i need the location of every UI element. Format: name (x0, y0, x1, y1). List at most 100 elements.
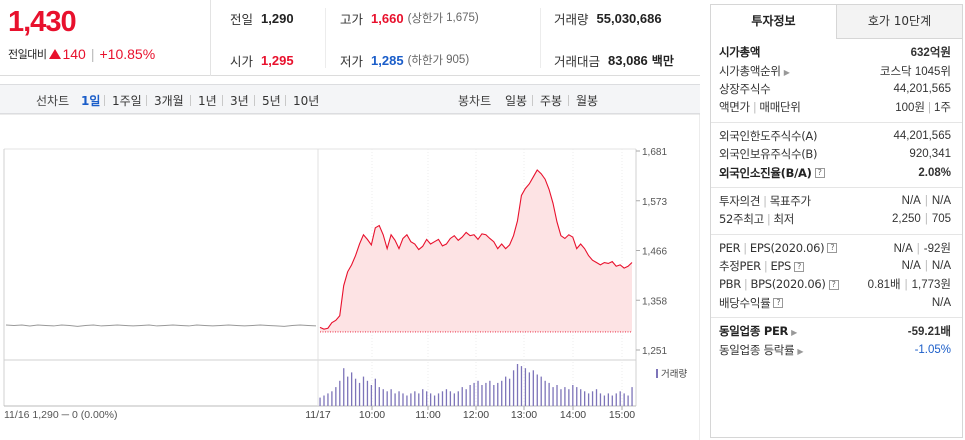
price-stats: 전일 1,290 시가 1,295 고가 1,660 (상한가 1,675) 저… (212, 0, 700, 76)
label: 외국인보유주식수(B) (719, 147, 818, 162)
period-1w[interactable]: 1주일 (112, 94, 142, 108)
period-1y[interactable]: 1년 (198, 94, 217, 108)
x-tick-label: 10:00 (359, 409, 385, 421)
divider: | (924, 213, 928, 226)
volume-bar (595, 389, 598, 406)
tab-orderbook[interactable]: 호가 10단계 (836, 5, 962, 39)
label: 52주최고 | 최저 (719, 211, 892, 227)
value-text: 1주 (934, 102, 951, 115)
volume-bar (548, 382, 550, 406)
candle-weekly[interactable]: 주봉 (540, 94, 563, 108)
value-text: 1,773원 (911, 279, 951, 292)
stat-label: 전일 (230, 11, 254, 27)
label-text: EPS(2020.06) (749, 240, 825, 255)
volume-bar (418, 393, 420, 406)
divider (285, 95, 286, 106)
volume-bar (378, 387, 380, 406)
help-icon[interactable]: ? (773, 298, 784, 309)
divider: | (752, 100, 757, 115)
label-text: PER (719, 240, 741, 255)
value: 920,341 (909, 148, 951, 161)
change-amount: 140 (62, 46, 86, 62)
divider: | (743, 277, 748, 292)
help-icon[interactable]: ? (828, 279, 839, 290)
y-tick-label: 1,573 (642, 197, 667, 208)
volume-bar (445, 389, 448, 406)
volume-bar (615, 393, 617, 406)
volume-bar (426, 391, 428, 406)
label-text: 목표주가 (769, 193, 811, 208)
upper-limit-value: 1,675) (446, 12, 479, 24)
divider: | (766, 212, 771, 227)
label: PBR | BPS(2020.06)? (719, 277, 868, 291)
volume-bar (473, 382, 475, 406)
stat-value: 1,285 (371, 52, 404, 68)
divider (568, 95, 569, 106)
value-text: 100원 (895, 102, 926, 115)
label: 동일업종 PER ▶ (719, 323, 908, 339)
up-triangle-icon (49, 49, 62, 59)
intraday-chart[interactable]: 1,681 1,573 1,466 1,358 1,251 거래량 10:00 11:00 12… (0, 114, 700, 440)
volume-bar (414, 391, 416, 406)
value: N/A | N/A (902, 260, 951, 272)
volume-bar (319, 397, 321, 406)
volume-bar (398, 391, 400, 406)
help-icon[interactable]: ? (827, 243, 838, 254)
volume-bar (599, 393, 602, 406)
label: 투자의견 | 목표주가 (719, 193, 902, 209)
period-10y[interactable]: 10년 (293, 94, 320, 108)
volume-bar (520, 366, 523, 406)
stat-value: 1,660 (371, 10, 404, 26)
panel-tabs: 투자정보 호가 10단계 (711, 5, 962, 39)
y-tick-label: 1,466 (642, 247, 667, 258)
period-3m[interactable]: 3개월 (154, 94, 184, 108)
volume-bar (350, 372, 353, 406)
info-group-valuation: PER | EPS(2020.06)? N/A | -92원 추정PER | EPS? N/… (711, 235, 962, 319)
candle-daily[interactable]: 일봉 (505, 94, 528, 108)
stat-volume: 거래량 55,030,686 (554, 8, 662, 28)
divider: | (904, 279, 908, 292)
volume-bar (437, 393, 440, 406)
period-5y[interactable]: 5년 (262, 94, 281, 108)
stat-open: 시가 1,295 (230, 50, 294, 70)
volume-bar (611, 395, 613, 406)
volume-bar (461, 387, 463, 406)
info-group-industry: 동일업종 PER ▶ -59.21배 동일업종 등락률 ▶ -1.05% (711, 318, 962, 364)
divider (222, 95, 223, 106)
value-text: 0.81배 (867, 279, 901, 292)
tab-invest-info[interactable]: 투자정보 (711, 5, 836, 39)
label-text: 52주최고 (719, 212, 764, 227)
value-text: N/A (931, 260, 951, 273)
volume-bar (370, 385, 373, 406)
label-text: 투자의견 (719, 193, 761, 208)
value-text: N/A (931, 194, 951, 207)
price-line (319, 169, 633, 330)
volume-bar (469, 385, 471, 406)
x-tick-label: 11:00 (415, 409, 441, 421)
stat-label: 고가 (340, 11, 364, 27)
chevron-right-icon[interactable]: ▶ (797, 346, 804, 356)
price-summary: 1,430 전일대비 140 | +10.85% 전일 1,290 시가 1,2… (0, 0, 700, 76)
help-icon[interactable]: ? (814, 168, 825, 179)
stat-high: 고가 1,660 (상한가 1,675) (340, 8, 479, 28)
volume-bar (580, 389, 582, 406)
volume-bar (406, 395, 408, 406)
candle-monthly[interactable]: 월봉 (576, 94, 599, 108)
chevron-right-icon[interactable]: ▶ (783, 67, 790, 77)
value: 코스닥 1045위 (879, 65, 951, 78)
volume-bar (528, 372, 531, 406)
label-text: BPS(2020.06) (750, 277, 826, 292)
period-3y[interactable]: 3년 (230, 94, 249, 108)
value-text: -92원 (923, 242, 951, 255)
volume-bar (489, 380, 491, 406)
volume-bar (532, 370, 534, 406)
x-tick-label: 12:00 (463, 409, 489, 421)
value: N/A (931, 296, 951, 309)
divider: | (916, 242, 920, 255)
chevron-right-icon[interactable]: ▶ (791, 328, 797, 338)
value-text: 705 (931, 213, 951, 226)
period-1d[interactable]: 1일 (81, 94, 101, 108)
help-icon[interactable]: ? (794, 261, 805, 272)
volume-bar (552, 387, 554, 406)
row-opinion: 투자의견 | 목표주가 N/A | N/A (711, 192, 962, 210)
